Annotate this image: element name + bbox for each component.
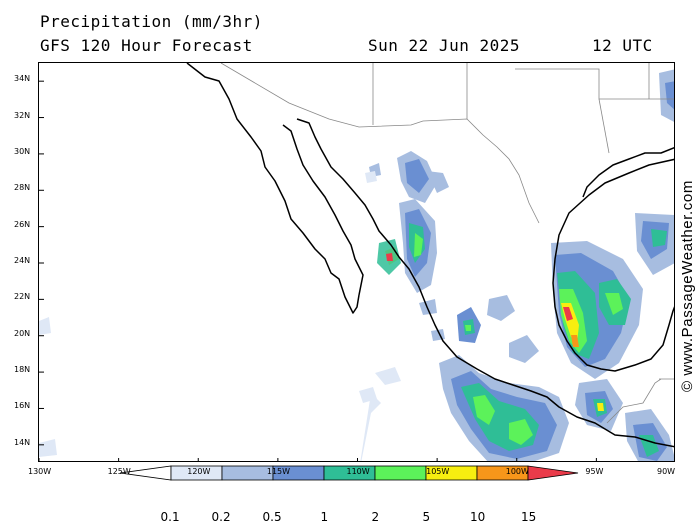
legend-arrow-high (527, 465, 579, 481)
precip-area (405, 159, 429, 193)
coastlines (186, 63, 674, 448)
precip-area (639, 435, 659, 457)
us-state-border (598, 98, 610, 154)
precip-area (375, 367, 401, 385)
longitude-label: 120W (187, 467, 211, 476)
latitude-label: 14N (14, 437, 31, 447)
precip-area (605, 293, 623, 315)
legend-label: 1 (320, 510, 329, 524)
latitude-label: 24N (14, 256, 31, 265)
precip-area (665, 81, 674, 110)
precip-area (487, 295, 515, 321)
precip-area (414, 233, 423, 257)
precip-area (359, 387, 377, 403)
precip-area (509, 419, 533, 445)
longitude-label: 95W (585, 467, 604, 476)
mexico-guatemala-border (606, 378, 662, 424)
precip-area (427, 171, 449, 193)
latitude-label: 34N (14, 74, 31, 84)
us-mexico-border (220, 63, 540, 224)
legend-label: 0.5 (262, 510, 282, 524)
precip-area (386, 253, 393, 261)
gulf-west-coast (552, 158, 674, 372)
longitude-label: 115W (266, 467, 291, 476)
legend-label: 10 (470, 510, 486, 524)
latitude-label: 20N (14, 328, 31, 338)
legend-label: 0.2 (211, 510, 231, 524)
precip-area (419, 299, 437, 315)
mainland-gulf-coast (296, 118, 674, 448)
longitude-label: 105W (426, 467, 450, 476)
precipitation-areas (39, 69, 674, 461)
forecast-label: GFS 120 Hour Forecast (40, 36, 253, 55)
longitude-label: 125W (107, 467, 131, 476)
precip-area (651, 229, 667, 247)
map-canvas (39, 63, 674, 461)
precip-area (509, 335, 539, 363)
longitude-label: 130W (28, 467, 52, 476)
country-borders (220, 63, 674, 424)
legend-label: 15 (521, 510, 537, 524)
precip-area (465, 325, 471, 331)
map-title: Precipitation (mm/3hr) (40, 12, 263, 31)
legend-label: 0.1 (160, 510, 180, 524)
texas-coast (582, 146, 674, 198)
precip-area (360, 393, 381, 461)
latitude-label: 18N (14, 365, 31, 375)
precip-area (571, 335, 579, 347)
precip-area (597, 403, 604, 411)
precip-area (39, 317, 51, 335)
legend-label: 5 (422, 510, 431, 524)
precip-area (473, 395, 495, 425)
credit-text: © www.PassageWeather.com (679, 180, 696, 392)
legend-cell (374, 465, 427, 481)
latitude-label: 28N (14, 183, 31, 193)
forecast-time: 12 UTC (592, 36, 653, 55)
longitude-label: 110W (346, 467, 370, 476)
color-legend (0, 460, 700, 525)
latitude-label: 16N (14, 401, 31, 411)
precip-area (563, 307, 573, 321)
longitude-label: 100W (505, 467, 529, 476)
us-state-border (515, 68, 674, 100)
latitude-label: 32N (14, 110, 31, 120)
longitude-label: 90W (657, 467, 676, 476)
precipitation-map (38, 62, 675, 462)
legend-label: 2 (371, 510, 380, 524)
latitude-label: 26N (14, 219, 31, 229)
baja-gulf-coast (282, 124, 364, 296)
baja-pacific-coast (186, 63, 360, 314)
forecast-date: Sun 22 Jun 2025 (368, 36, 520, 55)
precip-area (365, 171, 377, 183)
legend-cell (221, 465, 274, 481)
latitude-label: 30N (14, 146, 31, 156)
latitude-label: 22N (14, 292, 31, 302)
precip-area (39, 439, 57, 457)
legend-bar (119, 465, 579, 481)
